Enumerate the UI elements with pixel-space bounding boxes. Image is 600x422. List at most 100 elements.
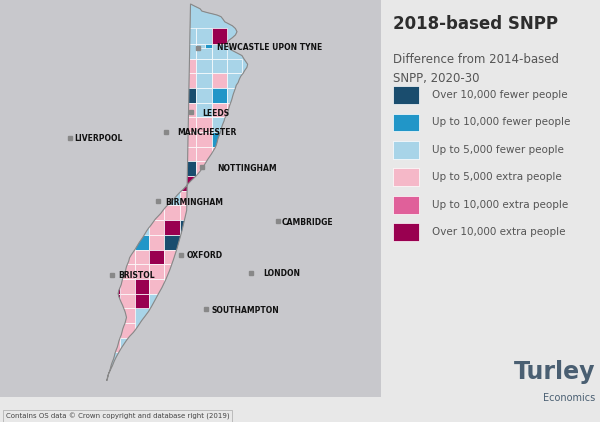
Bar bbox=[180, 28, 196, 43]
Bar bbox=[242, 220, 256, 235]
Bar bbox=[313, 235, 325, 249]
Bar bbox=[196, 206, 212, 220]
Bar bbox=[212, 191, 227, 206]
Bar bbox=[164, 249, 180, 264]
Bar bbox=[196, 264, 212, 279]
Bar bbox=[256, 191, 271, 206]
Bar bbox=[299, 235, 313, 249]
Bar bbox=[313, 147, 325, 162]
Bar bbox=[271, 176, 285, 191]
Bar bbox=[180, 117, 196, 132]
Bar bbox=[242, 117, 256, 132]
Bar bbox=[227, 235, 242, 249]
Bar bbox=[285, 206, 299, 220]
Bar bbox=[196, 147, 212, 162]
Bar bbox=[227, 147, 242, 162]
Bar bbox=[180, 162, 196, 176]
Text: LEEDS: LEEDS bbox=[202, 108, 229, 118]
Bar bbox=[271, 191, 285, 206]
Bar bbox=[107, 338, 120, 352]
Bar bbox=[271, 132, 285, 147]
Text: Contains OS data © Crown copyright and database right (2019): Contains OS data © Crown copyright and d… bbox=[6, 413, 230, 420]
Bar bbox=[313, 249, 325, 264]
Bar bbox=[299, 176, 313, 191]
Bar bbox=[227, 132, 242, 147]
Text: LIVERPOOL: LIVERPOOL bbox=[74, 134, 122, 143]
Bar bbox=[271, 235, 285, 249]
Bar bbox=[145, 73, 164, 88]
Bar bbox=[196, 249, 212, 264]
Bar bbox=[196, 103, 212, 117]
Bar bbox=[164, 147, 180, 162]
Bar bbox=[212, 73, 227, 88]
Bar bbox=[180, 73, 196, 88]
FancyBboxPatch shape bbox=[393, 86, 419, 104]
Bar bbox=[149, 264, 164, 279]
Text: MANCHESTER: MANCHESTER bbox=[177, 128, 236, 138]
Text: SOUTHAMPTON: SOUTHAMPTON bbox=[211, 306, 279, 315]
Text: BRISTOL: BRISTOL bbox=[118, 271, 155, 280]
Text: Difference from 2014-based: Difference from 2014-based bbox=[393, 53, 559, 66]
Bar bbox=[107, 279, 120, 294]
Bar bbox=[256, 206, 271, 220]
Bar bbox=[180, 191, 196, 206]
Bar bbox=[196, 220, 212, 235]
Bar bbox=[227, 206, 242, 220]
Bar bbox=[164, 220, 180, 235]
Bar bbox=[299, 220, 313, 235]
Bar bbox=[242, 176, 256, 191]
Bar bbox=[212, 117, 227, 132]
Bar bbox=[242, 103, 256, 117]
Bar bbox=[149, 162, 164, 176]
Bar bbox=[164, 103, 180, 117]
Bar bbox=[180, 43, 196, 59]
Bar bbox=[164, 279, 180, 294]
Bar bbox=[285, 235, 299, 249]
Bar bbox=[180, 249, 196, 264]
Bar bbox=[242, 132, 256, 147]
Bar bbox=[271, 117, 285, 132]
Bar bbox=[242, 264, 256, 279]
Bar bbox=[133, 103, 149, 117]
Text: SNPP, 2020-30: SNPP, 2020-30 bbox=[393, 72, 479, 85]
Bar bbox=[242, 162, 256, 176]
Bar bbox=[149, 206, 164, 220]
Bar bbox=[135, 235, 149, 249]
Bar bbox=[212, 220, 227, 235]
Bar bbox=[120, 279, 135, 294]
Bar bbox=[212, 59, 227, 73]
Text: BIRMINGHAM: BIRMINGHAM bbox=[166, 198, 224, 207]
Bar bbox=[313, 176, 325, 191]
Bar bbox=[299, 249, 313, 264]
Bar bbox=[256, 103, 271, 117]
Bar bbox=[180, 264, 196, 279]
Bar bbox=[313, 206, 325, 220]
Bar bbox=[256, 162, 271, 176]
Bar bbox=[212, 162, 227, 176]
Bar bbox=[149, 279, 164, 294]
Bar bbox=[180, 220, 196, 235]
Bar bbox=[133, 117, 149, 132]
Text: Up to 10,000 fewer people: Up to 10,000 fewer people bbox=[433, 117, 571, 127]
FancyBboxPatch shape bbox=[393, 223, 419, 241]
Bar bbox=[227, 249, 242, 264]
Bar bbox=[242, 191, 256, 206]
Text: 2018-based SNPP: 2018-based SNPP bbox=[393, 15, 558, 33]
Bar bbox=[227, 176, 242, 191]
Bar bbox=[285, 249, 299, 264]
Bar bbox=[180, 147, 196, 162]
Bar bbox=[164, 117, 180, 132]
Bar bbox=[271, 147, 285, 162]
Bar bbox=[180, 206, 196, 220]
Bar bbox=[227, 220, 242, 235]
Text: CAMBRIDGE: CAMBRIDGE bbox=[282, 218, 334, 227]
Text: OXFORD: OXFORD bbox=[187, 252, 223, 260]
Bar bbox=[164, 162, 180, 176]
Bar bbox=[120, 249, 135, 264]
Bar bbox=[149, 235, 164, 249]
Bar bbox=[227, 59, 242, 73]
Bar bbox=[256, 220, 271, 235]
Bar bbox=[130, 59, 145, 73]
Bar bbox=[299, 191, 313, 206]
FancyBboxPatch shape bbox=[393, 141, 419, 159]
